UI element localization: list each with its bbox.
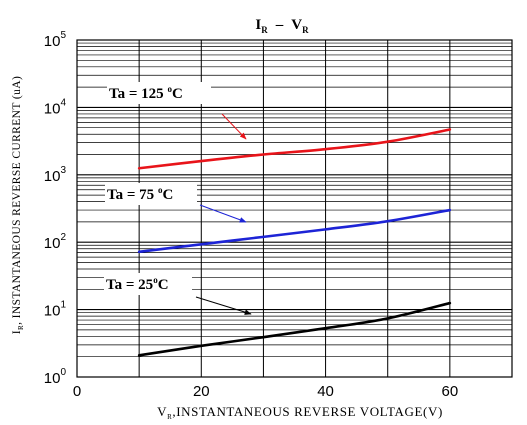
- series-label-degree: o: [158, 185, 163, 195]
- series-label: Ta = 25oC: [106, 275, 169, 293]
- series-label-unit: C: [162, 187, 173, 203]
- title-dash: –: [275, 17, 284, 33]
- x-axis-label-text: ,INSTANTANEOUS REVERSE VOLTAGE(V): [172, 404, 443, 419]
- series-label: Ta = 125 oC: [109, 84, 183, 102]
- chart-title: IR – VR: [255, 17, 309, 35]
- y-axis-label: IR, INSTANTANEOUS REVERSE CURRENT (uA): [11, 76, 25, 334]
- y-tick-exponent: 2: [60, 232, 66, 243]
- series-annotation: Ta = 75 oC: [105, 183, 247, 223]
- title-main: I: [255, 17, 261, 33]
- series-label-degree: o: [167, 84, 172, 94]
- plot-frame: [76, 39, 513, 378]
- series-label-background: [104, 273, 192, 295]
- title-second-subscript: R: [302, 25, 309, 35]
- y-tick-exponent: 3: [60, 165, 66, 176]
- x-tick-label: 60: [442, 383, 459, 400]
- x-axis-label-subscript: R: [167, 413, 172, 421]
- y-tick-label: 103: [44, 165, 67, 185]
- y-axis-label-text: , INSTANTANEOUS REVERSE CURRENT (uA): [11, 76, 23, 325]
- y-tick-base: 10: [44, 33, 61, 50]
- series-line-0: [137, 128, 452, 170]
- series-label-arrow: [221, 113, 247, 140]
- y-tick-base: 10: [44, 100, 61, 117]
- y-tick-label: 101: [44, 300, 67, 320]
- y-tick-label: 102: [44, 232, 67, 252]
- series-label-text: Ta = 75: [107, 187, 158, 203]
- series-label-arrow: [195, 296, 252, 315]
- y-tick-exponent: 4: [60, 97, 66, 108]
- y-tick-label: 104: [44, 97, 67, 117]
- series-label: Ta = 75 oC: [107, 185, 173, 203]
- series-label-text: Ta = 125: [109, 86, 167, 102]
- title-second: V: [291, 17, 302, 33]
- y-tick-exponent: 5: [60, 30, 66, 41]
- series-label-text: Ta = 25: [106, 277, 153, 293]
- y-tick-base: 10: [44, 370, 61, 387]
- y-tick-base: 10: [44, 303, 61, 320]
- x-tick-label: 40: [317, 383, 334, 400]
- grid-layer: [77, 40, 512, 377]
- y-axis-label-subscript: R: [17, 325, 25, 330]
- x-axis-label-prefix: V: [157, 404, 167, 419]
- y-tick-base: 10: [44, 235, 61, 252]
- series-label-degree: o: [153, 275, 158, 285]
- y-axis-label-prefix: I: [11, 330, 23, 334]
- x-tick-label: 0: [73, 383, 81, 400]
- series-label-unit: C: [172, 86, 183, 102]
- x-axis-label: VR,INSTANTANEOUS REVERSE VOLTAGE(V): [157, 404, 443, 421]
- series-label-arrow: [199, 204, 247, 223]
- y-tick-label: 100: [44, 367, 67, 387]
- y-tick-base: 10: [44, 168, 61, 185]
- y-tick-exponent: 1: [60, 300, 66, 311]
- series-label-background: [105, 183, 197, 205]
- series-annotation: Ta = 25oC: [104, 273, 252, 315]
- series-layer: [137, 128, 452, 357]
- x-tick-label: 20: [193, 383, 210, 400]
- series-label-background: [107, 82, 211, 104]
- y-tick-label: 105: [44, 30, 67, 50]
- series-line-1: [137, 208, 452, 254]
- title-main-subscript: R: [261, 25, 268, 35]
- series-label-unit: C: [158, 277, 169, 293]
- y-tick-exponent: 0: [60, 367, 66, 378]
- series-annotation: Ta = 125 oC: [107, 82, 247, 140]
- series-line-2: [137, 301, 452, 357]
